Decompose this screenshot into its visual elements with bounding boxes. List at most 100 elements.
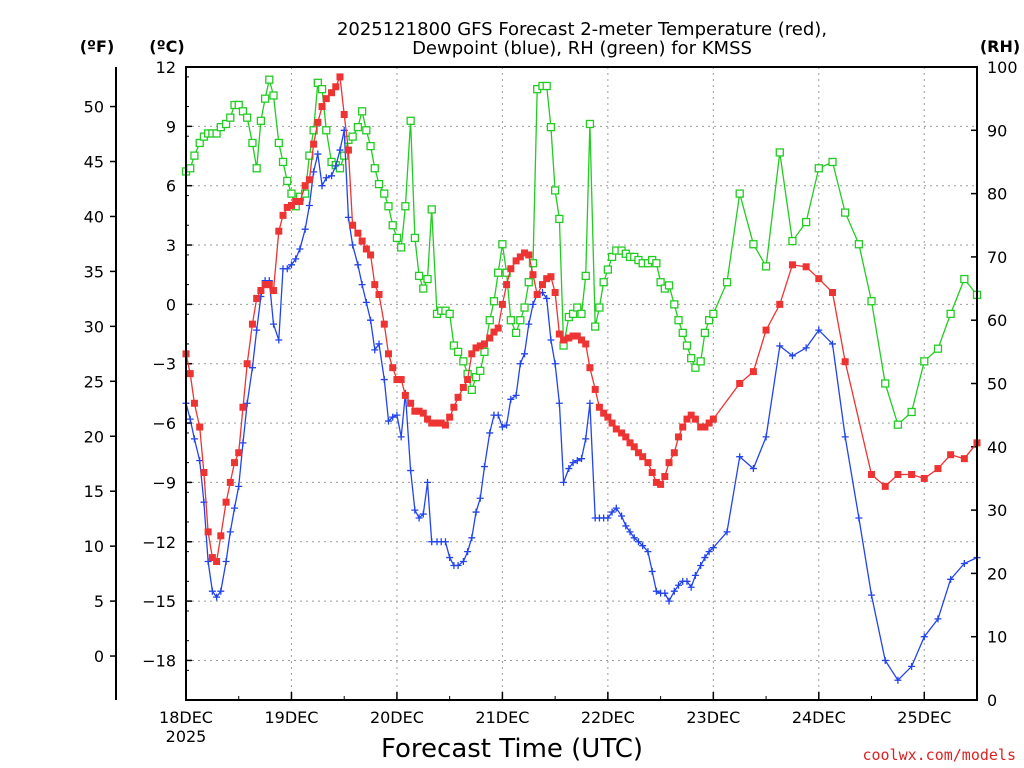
- temperature-point: [529, 271, 537, 279]
- dewpoint-point: [235, 482, 243, 490]
- dewpoint-point: [622, 522, 630, 530]
- temperature-point: [551, 289, 559, 297]
- temperature-point: [868, 470, 876, 478]
- rh-point: [542, 81, 551, 91]
- dewpoint-point: [190, 435, 198, 443]
- dewpoint-point: [565, 465, 573, 473]
- dewpoint-point: [310, 168, 318, 176]
- rh-point: [459, 357, 468, 366]
- dewpoint-point: [367, 316, 375, 324]
- dewpoint-point: [829, 340, 837, 348]
- dewpoint-point: [389, 413, 397, 421]
- dewpoint-point: [208, 587, 216, 595]
- temperature-point: [657, 480, 665, 488]
- dewpoint-point: [213, 593, 221, 601]
- temperature-point: [265, 281, 273, 289]
- temperature-point: [555, 330, 563, 338]
- dewpoint-point: [322, 174, 330, 182]
- rh-point: [301, 189, 310, 198]
- temperature-point: [411, 407, 419, 415]
- rh-point: [238, 107, 248, 116]
- temperature-point: [424, 415, 432, 423]
- rh-point: [414, 271, 424, 281]
- temperature-point: [675, 433, 683, 441]
- rh-tick-label: 40: [987, 438, 1007, 457]
- dewpoint-point: [543, 294, 551, 302]
- dewpoint-point: [762, 433, 770, 441]
- temperature-point: [279, 211, 287, 219]
- dewpoint-point: [344, 213, 352, 221]
- rh-point: [186, 164, 195, 173]
- rh-point: [221, 119, 231, 129]
- temperature-point: [841, 358, 849, 366]
- temperature-point: [736, 380, 744, 387]
- temperature-point: [490, 328, 498, 336]
- time-tick-label: 22DEC: [581, 708, 635, 727]
- rh-unit-label: (RH): [980, 37, 1020, 56]
- dewpoint-point: [419, 510, 427, 518]
- dewpoint-point: [512, 391, 520, 399]
- rh-point: [445, 309, 454, 319]
- rh-point: [581, 271, 590, 281]
- temperature-series: [182, 73, 981, 566]
- dewpoint-point: [283, 265, 291, 273]
- rh-point: [585, 119, 595, 129]
- rh-point: [362, 126, 371, 135]
- rh-point: [735, 189, 744, 198]
- dewpoint-point: [675, 581, 683, 589]
- rh-point: [366, 141, 375, 151]
- dewpoint-point: [670, 587, 678, 595]
- fahrenheit-tick-label: 5: [94, 592, 104, 611]
- temperature-point: [450, 403, 458, 411]
- temperature-point: [208, 554, 216, 562]
- temperature-point: [367, 251, 375, 259]
- rh-point: [704, 316, 714, 325]
- temperature-point: [644, 459, 652, 467]
- rh-point: [471, 373, 481, 382]
- dewpoint-point: [881, 656, 889, 664]
- rh-point: [577, 309, 586, 319]
- dewpoint-point: [855, 514, 863, 522]
- dewpoint-point: [393, 411, 401, 419]
- temperature-point: [354, 229, 362, 237]
- temperature-point: [881, 482, 889, 490]
- fahrenheit-tick-label: 25: [84, 372, 104, 391]
- dewpoint-point: [375, 340, 383, 348]
- temperature-point: [433, 419, 441, 427]
- dewpoint-point: [529, 300, 537, 308]
- dewpoint-point: [362, 298, 370, 306]
- temperature-point: [661, 472, 669, 480]
- rh-point: [423, 274, 432, 284]
- temperature-point: [301, 182, 309, 190]
- temperature-point: [749, 368, 757, 376]
- dewpoint-point: [270, 320, 278, 328]
- celsius-tick-label: −18: [142, 651, 176, 670]
- dewpoint-point: [573, 457, 581, 465]
- temperature-point: [362, 245, 370, 253]
- time-tick-label: 24DEC: [792, 708, 846, 727]
- rh-point: [573, 303, 582, 312]
- rh-point: [322, 126, 331, 135]
- dewpoint-point: [608, 508, 616, 516]
- rh-point: [524, 278, 533, 287]
- dewpoint-point: [384, 417, 392, 425]
- temperature-point: [371, 281, 379, 289]
- rh-point: [498, 240, 507, 249]
- dewpoint-point: [301, 225, 309, 233]
- temperature-point: [503, 281, 511, 289]
- fahrenheit-tick-label: 50: [84, 98, 104, 117]
- rh-point: [828, 157, 837, 167]
- rh-point: [234, 100, 243, 110]
- dewpoint-point: [697, 561, 705, 569]
- dewpoint-point: [371, 346, 379, 354]
- rh-point: [722, 278, 732, 287]
- dewpoint-point: [691, 571, 699, 579]
- temperature-point: [507, 265, 515, 273]
- dewpoint-point: [248, 364, 256, 372]
- temperature-point: [691, 415, 699, 423]
- rh-point: [696, 357, 705, 366]
- dewpoint-point: [920, 633, 928, 641]
- rh-point: [274, 138, 283, 148]
- temperature-point: [419, 409, 427, 417]
